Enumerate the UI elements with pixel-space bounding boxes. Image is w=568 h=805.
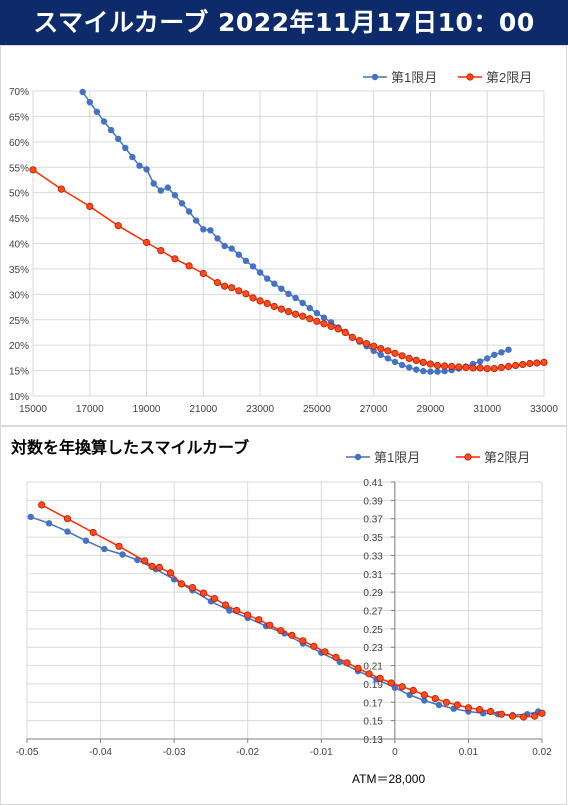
- chart-panel-top: [0, 45, 567, 426]
- page-title: スマイルカーブ 2022年11月17日10：00: [0, 0, 568, 45]
- atm-annotation: ATM＝28,000: [352, 772, 426, 786]
- chart-panel-bottom: [0, 426, 567, 805]
- chart2-title: 対数を年換算したスマイルカーブ: [11, 438, 250, 457]
